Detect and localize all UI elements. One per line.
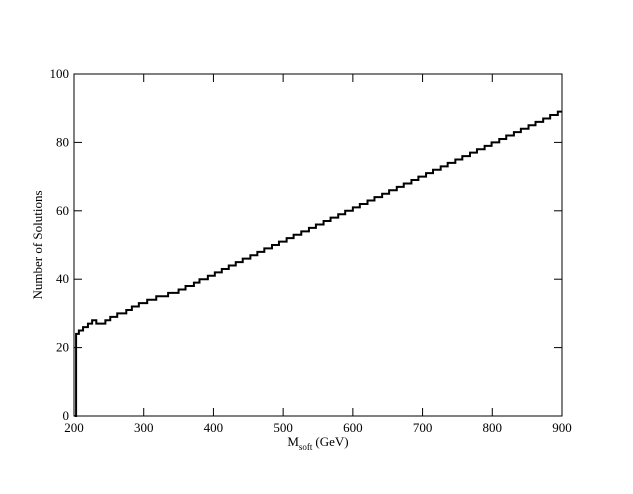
x-label-sub: soft <box>299 442 313 452</box>
y-tick-label: 100 <box>50 66 70 81</box>
y-tick-label: 80 <box>56 134 69 149</box>
x-tick-label: 600 <box>343 420 363 435</box>
x-label-main: M <box>287 434 299 449</box>
x-axis-label: Msoft (GeV) <box>287 434 348 452</box>
x-tick-label: 400 <box>204 420 224 435</box>
y-tick-label: 0 <box>63 408 70 423</box>
plot-frame <box>73 73 563 417</box>
y-tick-label: 20 <box>56 340 69 355</box>
y-axis-label: Number of Solutions <box>30 190 45 299</box>
y-tick-label: 60 <box>56 203 69 218</box>
x-tick-label: 500 <box>273 420 293 435</box>
x-tick-label: 200 <box>64 420 84 435</box>
x-label-unit: (GeV) <box>315 434 348 449</box>
y-tick-label: 40 <box>56 271 69 286</box>
data-line <box>74 110 562 417</box>
x-tick-label: 700 <box>413 420 433 435</box>
x-tick-label: 800 <box>483 420 503 435</box>
x-tick-label: 900 <box>552 420 572 435</box>
x-tick-label: 300 <box>134 420 154 435</box>
